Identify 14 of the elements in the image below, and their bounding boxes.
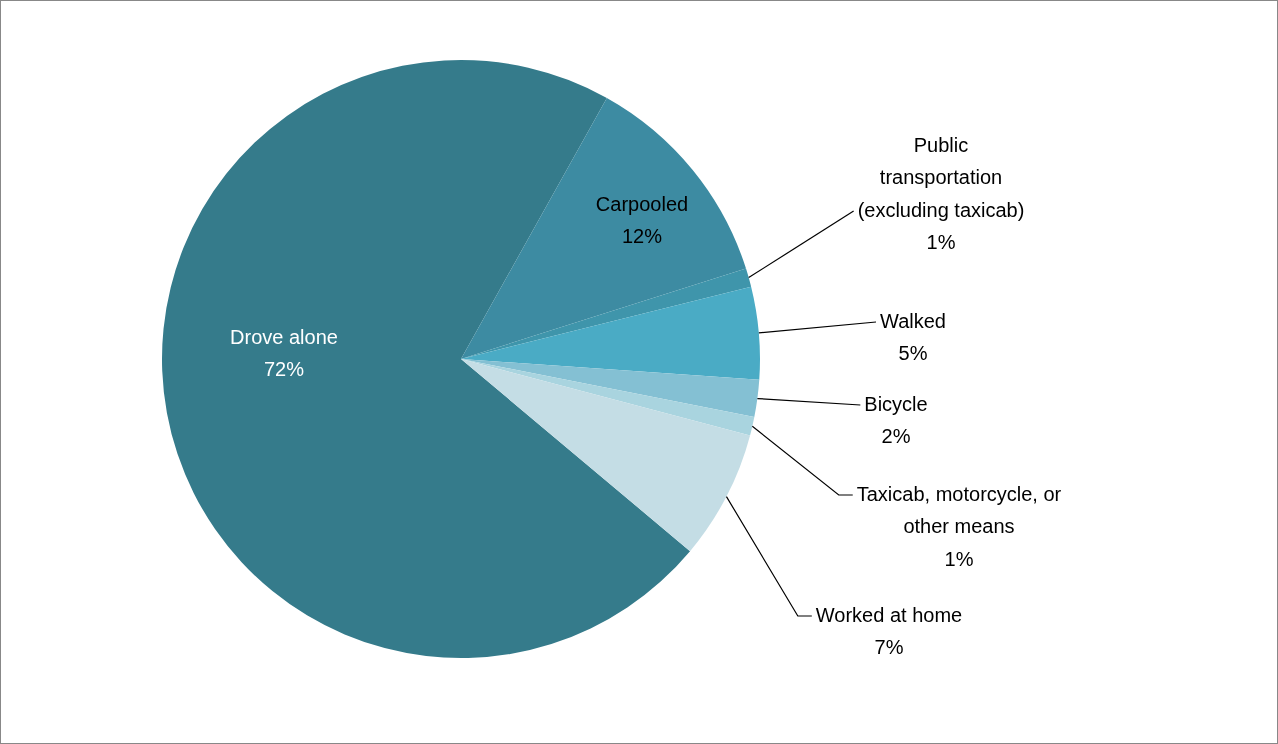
- data-label: 2%: [881, 425, 911, 448]
- slice-label: Worked at home: [815, 603, 963, 626]
- slice-label: Walked: [880, 309, 946, 332]
- data-label: 5%: [898, 342, 928, 365]
- data-label: 7%: [874, 636, 904, 659]
- slice-label: Taxicab, motorcycle, or other means: [856, 482, 1062, 538]
- slice-label: Public transportation (excluding taxicab): [857, 133, 1025, 221]
- slice-label: Drove alone: [230, 325, 338, 348]
- data-label: 72%: [263, 358, 305, 381]
- data-label: 1%: [944, 547, 974, 570]
- slice-label: Carpooled: [595, 192, 689, 215]
- slice-label: Bicycle: [864, 392, 928, 415]
- data-label: 12%: [621, 225, 663, 248]
- data-label: 1%: [926, 231, 956, 254]
